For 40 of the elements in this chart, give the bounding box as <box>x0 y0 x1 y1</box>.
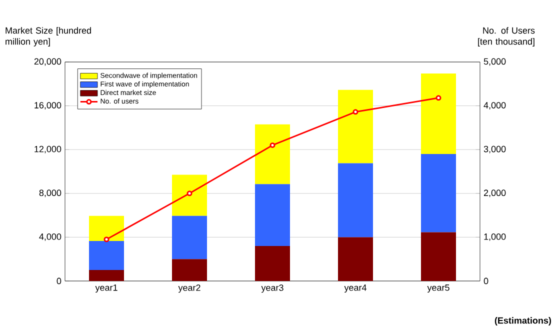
point <box>104 236 110 242</box>
bar <box>255 184 290 246</box>
bar <box>420 232 456 281</box>
point <box>436 95 442 101</box>
y-tick-label: 4,000 <box>39 233 62 241</box>
y-tick-label: 16,000 <box>34 102 62 110</box>
bar <box>172 259 207 281</box>
y2-tick-label: 3,000 <box>484 146 506 154</box>
bar <box>89 216 124 242</box>
x-tick-label: year4 <box>344 284 366 293</box>
y-axis-title: Market Size [hundred million yen] <box>6 27 91 46</box>
y2-tick-label: 2,000 <box>484 190 506 198</box>
x-tick-label: year2 <box>178 284 200 293</box>
y2-axis-title: No. of Users [ten thousand] <box>478 27 535 46</box>
y-tick-label: 12,000 <box>34 146 62 154</box>
text: (Estimations) <box>494 317 552 326</box>
y2-tick-label: 4,000 <box>484 102 506 110</box>
y2-tick-label: 1,000 <box>484 233 506 241</box>
bar <box>338 237 373 281</box>
bar <box>338 90 373 164</box>
bar <box>255 246 290 281</box>
x-tick-label: year3 <box>261 284 284 293</box>
bar <box>338 163 373 238</box>
point <box>186 190 192 196</box>
y-tick-label: 0 <box>56 278 62 284</box>
bar <box>420 154 456 232</box>
y2-tick-label: 5,000 <box>484 58 506 66</box>
bar <box>172 174 207 216</box>
y-tick-label: 20,000 <box>34 58 62 66</box>
x-tick-label: year1 <box>95 284 118 293</box>
point <box>270 142 276 148</box>
bar <box>420 73 456 154</box>
bar <box>89 270 124 281</box>
y2-tick-label: 0 <box>484 278 488 284</box>
bar <box>255 124 290 184</box>
x-tick-label: year5 <box>427 284 450 293</box>
bar <box>89 241 124 270</box>
bar <box>172 216 207 260</box>
point <box>352 109 358 115</box>
y-tick-label: 8,000 <box>39 190 62 198</box>
